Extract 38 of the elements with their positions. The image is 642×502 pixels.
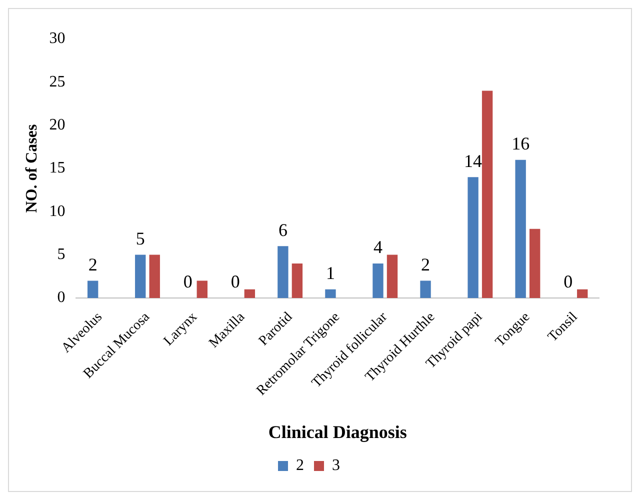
data-label: 14 [464, 150, 482, 171]
data-label: 2 [421, 254, 430, 274]
bar [529, 228, 540, 298]
bar [135, 254, 146, 298]
data-label: 0 [564, 272, 573, 292]
y-tick-label: 10 [49, 202, 66, 220]
data-label: 1 [326, 263, 335, 284]
bar [468, 177, 478, 298]
data-label: 4 [374, 237, 382, 258]
y-tick-label: 15 [49, 160, 66, 177]
bar [196, 280, 208, 298]
bar [244, 289, 256, 298]
bar [325, 289, 336, 298]
data-label: 5 [136, 228, 145, 249]
bar [87, 280, 98, 298]
y-tick-label: 20 [49, 116, 66, 134]
data-label: 0 [230, 272, 240, 292]
data-label: 0 [183, 272, 192, 292]
legend-label: 2 [296, 457, 304, 474]
bar [386, 254, 398, 298]
y-tick-label: 0 [57, 289, 66, 306]
bar [420, 280, 431, 298]
bar [577, 289, 588, 298]
bar [515, 160, 526, 298]
y-tick-label: 30 [49, 30, 66, 48]
bar [278, 246, 288, 298]
data-label: 6 [278, 220, 288, 240]
bar [372, 263, 384, 298]
data-label: 2 [88, 254, 98, 274]
x-axis-title: Clinical Diagnosis [268, 422, 407, 442]
y-tick-label: 5 [57, 246, 66, 264]
bar [149, 254, 160, 298]
bar [482, 90, 493, 298]
data-label: 16 [512, 134, 530, 154]
y-tick-label: 25 [49, 73, 66, 90]
legend-label: 3 [332, 457, 340, 474]
bar [292, 263, 303, 298]
y-axis-title: NO. of Cases [24, 124, 41, 213]
